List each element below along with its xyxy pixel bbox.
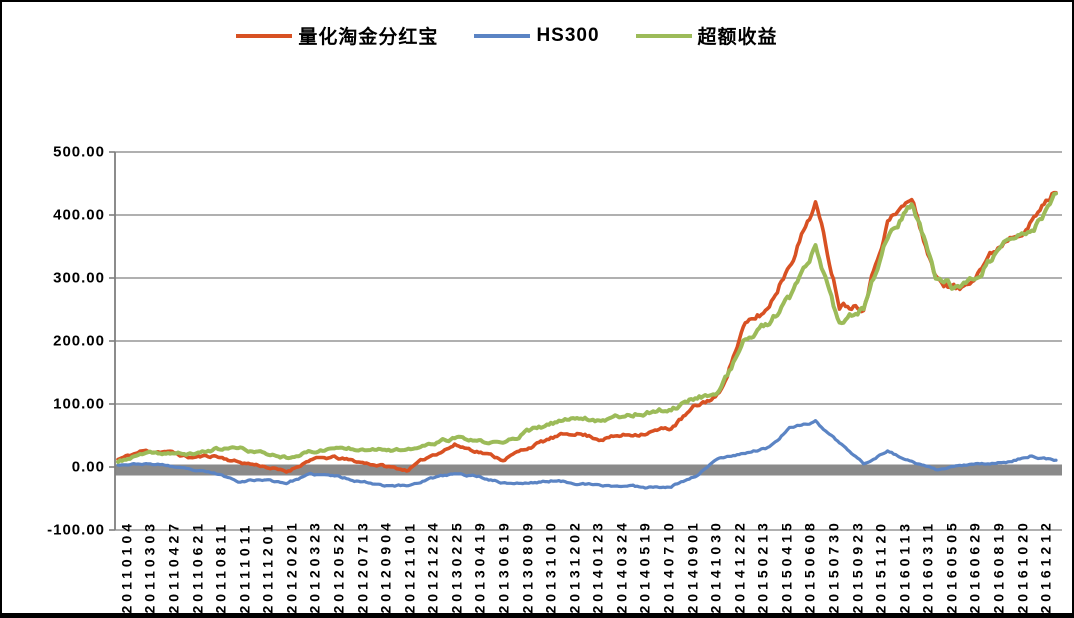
x-tick-label: 20130809 <box>519 519 536 614</box>
x-tick-label: 20140324 <box>613 519 630 614</box>
x-tick-label: 20140710 <box>660 519 677 614</box>
x-tick-label: 20160819 <box>990 519 1007 614</box>
y-tick-label: 400.00 <box>53 206 105 224</box>
x-tick-label: 20160629 <box>966 519 983 614</box>
x-tick-label: 20160505 <box>943 519 960 614</box>
x-tick-label: 20140123 <box>589 519 606 614</box>
legend-item-0: 量化淘金分红宝 <box>236 22 438 49</box>
x-tick-label: 20130225 <box>448 519 465 614</box>
zero-baseline-band <box>115 464 1062 476</box>
x-tick-label: 20120522 <box>330 519 347 614</box>
series-line-量化淘金分红宝 <box>116 190 1058 474</box>
legend-line-icon <box>236 33 293 38</box>
x-tick-label: 20140901 <box>684 519 701 614</box>
series-line-超额收益 <box>116 191 1058 464</box>
x-tick-label: 20131010 <box>542 519 559 614</box>
legend-item-1: HS300 <box>474 25 599 47</box>
y-tick-label: 300.00 <box>53 269 105 287</box>
x-tick-label: 20120323 <box>306 519 323 614</box>
legend-item-2: 超额收益 <box>635 22 778 49</box>
x-tick-label: 20110427 <box>165 519 182 614</box>
x-tick-label: 20150213 <box>754 519 771 614</box>
x-tick-label: 20121224 <box>424 519 441 614</box>
chart-legend: 量化淘金分红宝 HS300 超额收益 <box>2 22 1012 49</box>
legend-label: 超额收益 <box>697 27 778 48</box>
legend-label: 量化淘金分红宝 <box>298 27 439 48</box>
x-tick-label: 20111011 <box>236 521 253 614</box>
x-tick-label: 20150608 <box>801 519 818 614</box>
x-tick-label: 20111201 <box>259 520 276 614</box>
legend-label: HS300 <box>536 24 600 46</box>
x-tick-label: 20110811 <box>212 520 229 614</box>
legend-line-icon <box>474 33 531 38</box>
x-tick-label: 20120201 <box>283 519 300 614</box>
y-tick-label: 500.00 <box>53 143 105 161</box>
x-tick-label: 20120713 <box>354 519 371 614</box>
x-tick-label: 20131202 <box>566 519 583 614</box>
x-tick-label: 20160311 <box>919 519 936 614</box>
x-tick-label: 20151120 <box>872 519 889 614</box>
x-tick-label: 20160113 <box>896 519 913 614</box>
y-tick-label: 100.00 <box>53 395 105 413</box>
x-tick-label: 20130419 <box>471 519 488 614</box>
x-tick-label: 20110621 <box>189 519 205 614</box>
x-tick-label: 20121101 <box>401 519 418 614</box>
y-tick-label: -100.00 <box>47 521 105 539</box>
x-tick-label: 20140519 <box>636 519 653 614</box>
x-tick-label: 20150730 <box>825 519 842 614</box>
x-tick-label: 20161212 <box>1037 519 1054 614</box>
x-tick-label: 20141222 <box>731 519 748 614</box>
series-line-HS300 <box>116 419 1058 490</box>
y-tick-label: 200.00 <box>53 332 105 350</box>
x-tick-label: 20150415 <box>778 519 795 614</box>
x-tick-label: 20130619 <box>495 519 512 614</box>
x-tick-label: 20110104 <box>118 519 135 614</box>
x-tick-label: 20150923 <box>849 519 866 614</box>
legend-line-icon <box>635 33 692 38</box>
x-tick-label: 20120904 <box>377 519 394 614</box>
x-tick-label: 20161020 <box>1014 519 1031 614</box>
x-tick-label: 20141030 <box>707 519 724 614</box>
y-tick-label: 0.00 <box>71 458 105 476</box>
x-tick-label: 20110303 <box>141 519 158 614</box>
